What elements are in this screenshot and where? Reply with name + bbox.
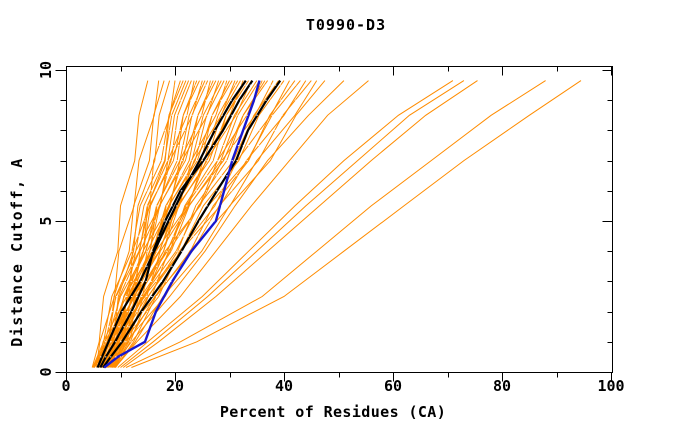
x-tick-label: 100 bbox=[597, 377, 624, 395]
model-curve bbox=[100, 80, 165, 368]
outlier-model-curve bbox=[122, 80, 478, 368]
axis-labels: T0990-D3 Percent of Residues (CA) Distan… bbox=[8, 16, 625, 421]
x-axis-label: Percent of Residues (CA) bbox=[220, 403, 446, 421]
model-curve bbox=[97, 80, 203, 368]
model-curve bbox=[98, 80, 252, 368]
model-curve bbox=[96, 80, 160, 368]
outlier-model-curve bbox=[114, 80, 369, 368]
x-tick-label: 20 bbox=[166, 377, 184, 395]
outlier-model-curve bbox=[125, 80, 546, 368]
x-tick-label: 80 bbox=[493, 377, 511, 395]
reference-curve bbox=[103, 80, 261, 369]
model-curve bbox=[111, 80, 290, 368]
x-tick-label: 0 bbox=[61, 377, 70, 395]
y-axis-label: Distance Cutoff, A bbox=[8, 157, 26, 347]
outlier-model-curve bbox=[131, 80, 582, 368]
model-curve bbox=[105, 80, 209, 368]
model-curve bbox=[91, 80, 149, 368]
model-curve bbox=[98, 80, 274, 368]
x-tick-label: 60 bbox=[384, 377, 402, 395]
model-curve bbox=[92, 80, 184, 368]
highlight-model-curve bbox=[102, 79, 282, 369]
model-curve bbox=[97, 80, 220, 368]
model-curve bbox=[101, 80, 222, 368]
y-tick-label: 0 bbox=[37, 367, 55, 376]
x-tick-label: 40 bbox=[275, 377, 293, 395]
axis-frame bbox=[55, 66, 613, 382]
texture-layer bbox=[99, 84, 312, 358]
y-tick-label: 5 bbox=[37, 216, 55, 225]
y-tick-label: 10 bbox=[37, 61, 55, 79]
model-curve bbox=[103, 80, 280, 368]
outlier-model-curve bbox=[117, 80, 454, 368]
outlier-model-curve bbox=[111, 80, 345, 368]
outlier-model-curve bbox=[120, 80, 465, 368]
model-curve bbox=[114, 80, 326, 368]
model-curve bbox=[110, 80, 244, 368]
model-curve bbox=[102, 80, 307, 368]
highlight-model-curve bbox=[96, 79, 247, 368]
model-curves-layer bbox=[91, 79, 582, 369]
chart-title: T0990-D3 bbox=[306, 16, 386, 34]
